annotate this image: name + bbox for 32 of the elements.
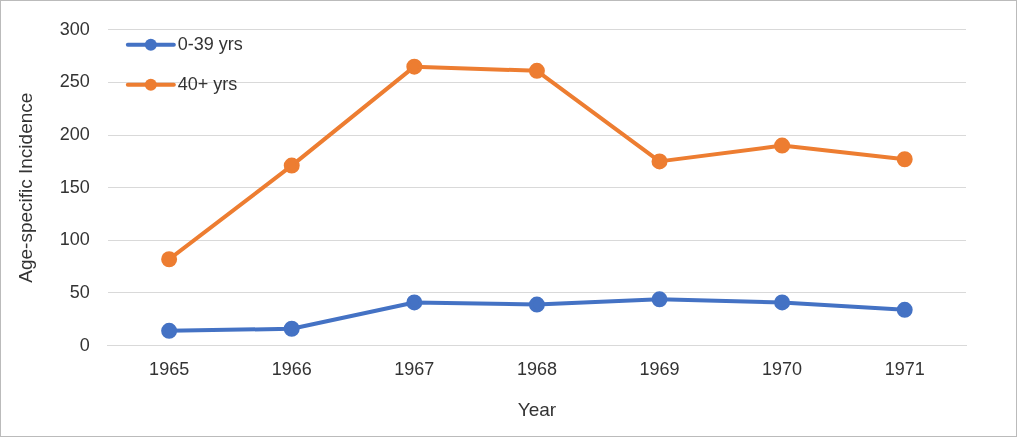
y-tick-label: 200 — [59, 124, 90, 145]
y-tick-label: 150 — [59, 176, 90, 197]
legend-label: 0-39 yrs — [177, 33, 243, 54]
y-axis-title: Age-specific Incidence — [14, 92, 36, 283]
x-tick-label: 1966 — [271, 359, 312, 380]
point — [161, 251, 178, 268]
point — [651, 153, 668, 170]
point — [528, 62, 545, 79]
x-tick-label: 1967 — [394, 359, 435, 380]
y-tick-label: 100 — [59, 229, 90, 250]
y-tick-label: 300 — [59, 18, 90, 39]
y-tick-label: 250 — [59, 71, 90, 92]
point — [896, 151, 913, 168]
legend-label: 40+ yrs — [177, 73, 238, 94]
point — [283, 157, 300, 174]
x-tick-label: 1965 — [149, 359, 190, 380]
x-axis-title: Year — [517, 398, 557, 420]
x-tick-label: 1970 — [762, 359, 803, 380]
x-tick-label: 1969 — [639, 359, 680, 380]
x-tick-label: 1971 — [884, 359, 925, 380]
point — [406, 58, 423, 75]
point — [774, 137, 791, 154]
y-tick-label: 50 — [69, 281, 90, 302]
point — [896, 301, 913, 318]
point — [283, 320, 300, 337]
y-tick-label: 0 — [79, 334, 90, 355]
point — [161, 322, 178, 339]
point — [774, 294, 791, 311]
point — [651, 291, 668, 308]
x-tick-label: 1968 — [516, 359, 557, 380]
point — [406, 294, 423, 311]
point — [528, 296, 545, 313]
